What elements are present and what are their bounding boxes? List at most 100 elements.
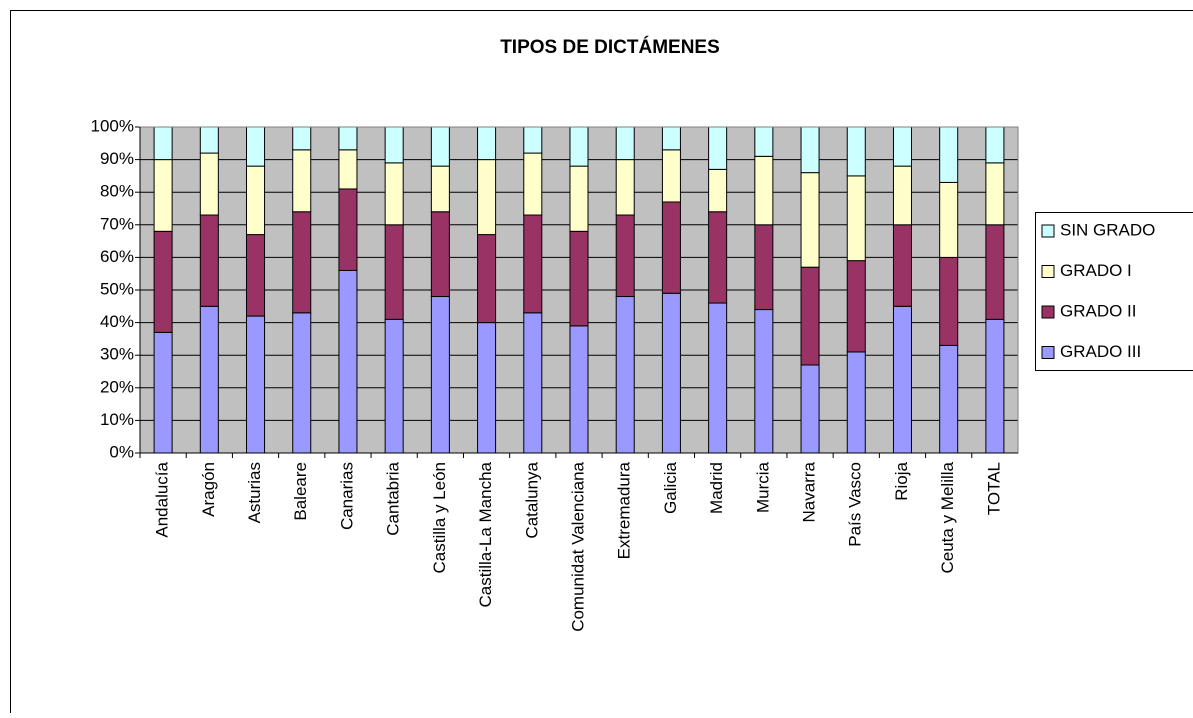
bar-segment	[478, 323, 496, 453]
bar-segment	[755, 310, 773, 453]
bar-segment	[847, 176, 865, 261]
bar-segment	[293, 150, 311, 212]
x-tick-label: Comunidat Valenciana	[568, 461, 587, 631]
bar-segment	[293, 127, 311, 150]
bar-segment	[200, 215, 218, 306]
bar-segment	[247, 127, 265, 166]
legend-label: GRADO II	[1060, 301, 1137, 320]
y-tick-label: 80%	[100, 182, 134, 201]
bar-segment	[431, 166, 449, 212]
x-tick-label: Galicia	[661, 461, 680, 514]
bar-segment	[893, 225, 911, 306]
legend-swatch	[1042, 347, 1054, 359]
bar-segment	[662, 202, 680, 293]
bar-segment	[524, 313, 542, 453]
y-tick-label: 20%	[100, 377, 134, 396]
bar-segment	[431, 297, 449, 453]
x-tick-label: Murcia	[753, 461, 772, 513]
bar-segment	[986, 163, 1004, 225]
bar-segment	[339, 270, 357, 453]
bar-segment	[154, 231, 172, 332]
bar-segment	[847, 352, 865, 453]
bar-segment	[801, 267, 819, 365]
bar-segment	[570, 231, 588, 326]
bar-segment	[339, 127, 357, 150]
legend-label: SIN GRADO	[1060, 220, 1155, 239]
bar-segment	[385, 319, 403, 453]
bar-segment	[154, 332, 172, 453]
bar-segment	[709, 303, 727, 453]
bar-segment	[478, 127, 496, 160]
x-tick-label: TOTAL	[984, 462, 1003, 515]
x-tick-label: Castilla-La Mancha	[476, 461, 495, 607]
bar-segment	[524, 215, 542, 313]
bar-segment	[801, 127, 819, 173]
y-tick-label: 30%	[100, 345, 134, 364]
y-tick-label: 60%	[100, 247, 134, 266]
bar-segment	[247, 316, 265, 453]
bar-segment	[478, 235, 496, 323]
x-tick-label: Asturias	[245, 462, 264, 523]
x-tick-label: Rioja	[892, 461, 911, 500]
bar-segment	[616, 127, 634, 160]
bar-segment	[940, 257, 958, 345]
bar-segment	[986, 225, 1004, 320]
bar-segment	[431, 127, 449, 166]
bar-segment	[293, 212, 311, 313]
x-tick-label: Castilla y León	[430, 462, 449, 574]
bar-segment	[940, 345, 958, 453]
bar-segment	[847, 261, 865, 352]
bar-segment	[755, 225, 773, 310]
x-tick-label: Catalunya	[522, 461, 541, 538]
bar-segment	[524, 127, 542, 153]
bar-segment	[524, 153, 542, 215]
bar-segment	[385, 225, 403, 320]
bar-segment	[662, 293, 680, 453]
bar-segment	[893, 127, 911, 166]
bar-segment	[154, 160, 172, 232]
bar-segment	[940, 182, 958, 257]
bar-segment	[200, 306, 218, 453]
bar-segment	[662, 150, 680, 202]
legend-swatch	[1042, 266, 1054, 278]
y-tick-label: 50%	[100, 279, 134, 298]
x-tick-label: Andalucía	[153, 461, 172, 537]
bar-segment	[893, 306, 911, 453]
bar-segment	[247, 235, 265, 317]
bar-segment	[154, 127, 172, 160]
bar-segment	[570, 166, 588, 231]
legend-swatch	[1042, 306, 1054, 318]
bar-segment	[431, 212, 449, 297]
x-tick-label: Navarra	[800, 461, 819, 522]
y-tick-label: 90%	[100, 149, 134, 168]
bar-segment	[940, 127, 958, 182]
bar-segment	[801, 365, 819, 453]
chart-title: TIPOS DE DICTÁMENES	[500, 36, 720, 58]
bar-segment	[293, 313, 311, 453]
x-tick-label: Extremadura	[615, 461, 634, 559]
x-tick-label: País Vasco	[846, 462, 865, 547]
legend-label: GRADO III	[1060, 342, 1141, 361]
bar-segment	[755, 156, 773, 224]
x-tick-label: Canarias	[337, 462, 356, 530]
y-tick-label: 10%	[100, 410, 134, 429]
y-tick-label: 40%	[100, 312, 134, 331]
bar-segment	[478, 160, 496, 235]
bar-segment	[847, 127, 865, 176]
bar-segment	[755, 127, 773, 156]
bar-segment	[616, 297, 634, 453]
x-tick-label: Baleare	[291, 462, 310, 521]
bar-segment	[662, 127, 680, 150]
bar-segment	[709, 169, 727, 211]
bar-segment	[200, 127, 218, 153]
x-tick-label: Ceuta y Melilla	[938, 461, 957, 573]
bar-segment	[200, 153, 218, 215]
bar-segment	[893, 166, 911, 225]
bar-segment	[339, 150, 357, 189]
bar-segment	[709, 212, 727, 303]
y-tick-label: 100%	[91, 116, 134, 135]
x-tick-label: Cantabria	[384, 461, 403, 535]
bar-segment	[801, 173, 819, 268]
bar-segment	[247, 166, 265, 234]
